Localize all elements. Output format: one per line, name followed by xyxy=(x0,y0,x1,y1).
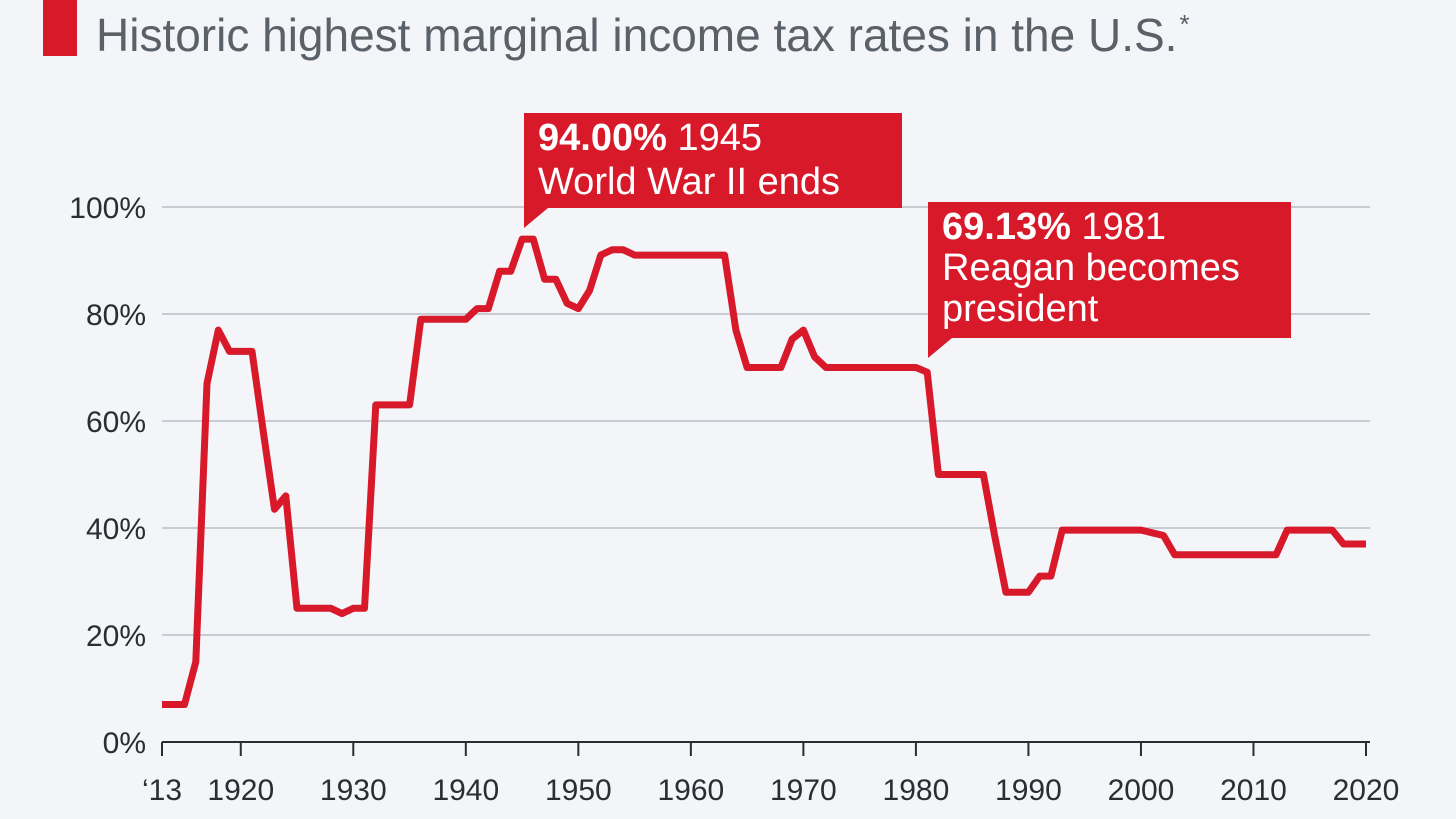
x-tick-label-1930: 1930 xyxy=(320,774,387,807)
x-tick-label-2000: 2000 xyxy=(1108,774,1175,807)
x-tick-label-1990: 1990 xyxy=(995,774,1062,807)
annotation-year: 1945 xyxy=(667,117,762,159)
x-axis-labels: ‘13 1920 1930 1940 1950 1960 1970 1980 1990 2000 2… xyxy=(142,774,1399,807)
annotation-caption-line: World War II ends xyxy=(538,161,840,203)
x-tick-label-1970: 1970 xyxy=(770,774,837,807)
x-tick-label-1940: 1940 xyxy=(432,774,499,807)
y-tick-label-0: 0% xyxy=(103,727,146,760)
x-tick-label-1920: 1920 xyxy=(207,774,274,807)
annotation-value: 94.00% xyxy=(538,117,667,159)
x-tick-label-2020: 2020 xyxy=(1333,774,1400,807)
y-tick-label-60: 60% xyxy=(86,406,146,439)
title-footnote-marker: * xyxy=(1179,9,1190,39)
y-tick-label-20: 20% xyxy=(86,620,146,653)
annotation-value: 69.13% xyxy=(942,206,1071,248)
annotation-box-1981 xyxy=(928,202,1291,358)
y-tick-label-80: 80% xyxy=(86,299,146,332)
x-tick-label-1950: 1950 xyxy=(545,774,612,807)
title-accent-bar xyxy=(43,0,77,56)
annotation-year: 1981 xyxy=(1071,206,1166,248)
annotation-box-1945 xyxy=(524,113,902,228)
x-tick-label-1980: 1980 xyxy=(883,774,950,807)
annotation-headline-1945: 94.00% 1945 xyxy=(538,117,762,159)
x-tick-label-2010: 2010 xyxy=(1220,774,1287,807)
x-tick-label-1913: ‘13 xyxy=(142,774,182,807)
x-tick-label-1960: 1960 xyxy=(657,774,724,807)
chart-title-text: Historic highest marginal income tax rat… xyxy=(96,9,1178,61)
y-axis-labels: 0% 20% 40% 60% 80% 100% xyxy=(69,192,146,760)
annotation-caption-line: Reagan becomes xyxy=(942,247,1240,289)
annotation-headline-1981: 69.13% 1981 xyxy=(942,206,1166,248)
y-tick-label-40: 40% xyxy=(86,513,146,546)
x-axis xyxy=(161,741,1370,756)
series-line-0 xyxy=(162,235,1366,708)
chart-title: Historic highest marginal income tax rat… xyxy=(96,8,1190,62)
series-group xyxy=(162,235,1366,708)
annotation-caption-line: president xyxy=(942,288,1099,330)
y-tick-label-100: 100% xyxy=(69,192,146,225)
